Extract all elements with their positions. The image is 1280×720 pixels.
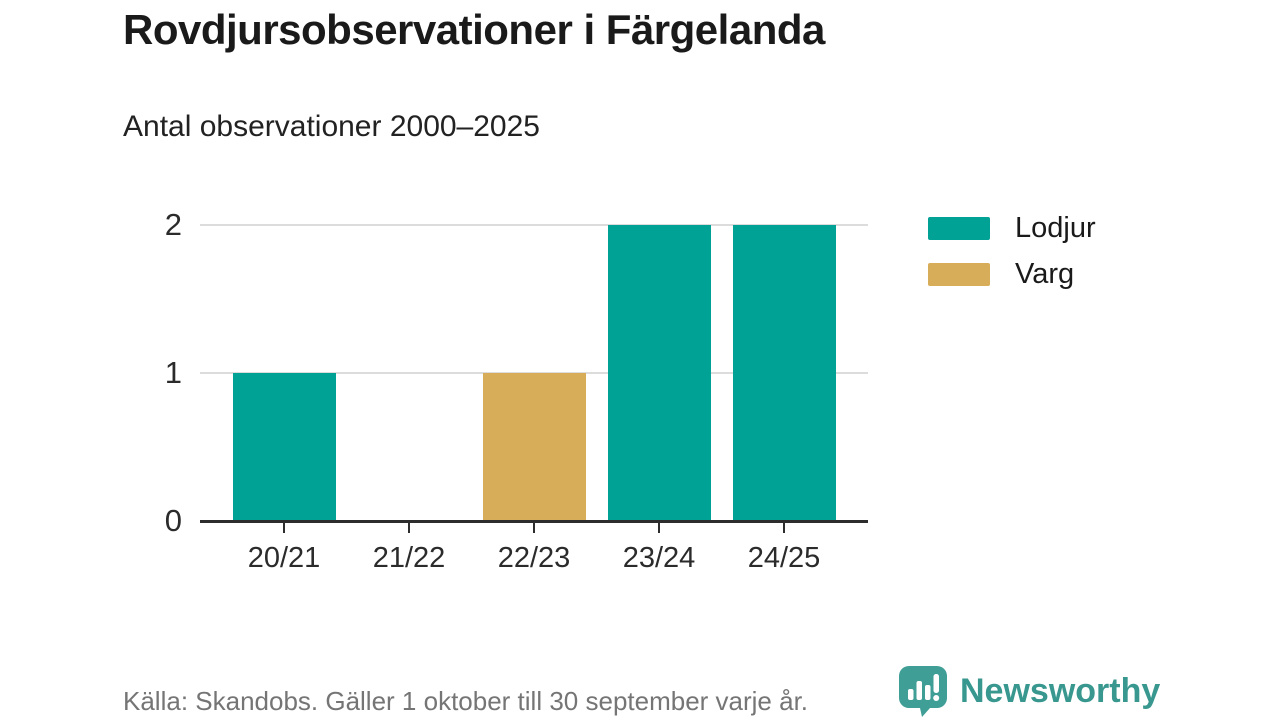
newsworthy-logo-icon: [899, 666, 947, 717]
x-axis-tick-22/23: [533, 523, 535, 533]
x-axis-label-20/21: 20/21: [247, 542, 321, 574]
chart-subtitle: Antal observationer 2000–2025: [123, 110, 540, 143]
gridline-y2: [200, 224, 868, 226]
y-axis-label-0: 0: [164, 503, 182, 538]
x-axis-label-21/22: 21/22: [372, 542, 446, 574]
x-axis-line: [200, 520, 868, 523]
x-axis-tick-21/22: [408, 523, 410, 533]
x-axis-tick-23/24: [658, 523, 660, 533]
chart-legend: Lodjur Varg: [928, 205, 1096, 297]
x-axis-label-22/23: 22/23: [497, 542, 571, 574]
chart-title: Rovdjursobservationer i Färgelanda: [123, 6, 825, 53]
legend-label-varg: Varg: [1015, 257, 1075, 290]
bar-24/25-lodjur: [732, 225, 836, 521]
brand-logo: Newsworthy: [896, 664, 1160, 718]
x-axis-tick-24/25: [783, 523, 785, 533]
legend-swatch-lodjur: [928, 216, 990, 240]
x-axis-label-23/24: 23/24: [622, 542, 696, 574]
legend-swatch-varg: [928, 262, 990, 286]
source-note: Källa: Skandobs. Gäller 1 oktober till 3…: [123, 686, 809, 716]
legend-item-varg: Varg: [928, 251, 1096, 297]
legend-label-lodjur: Lodjur: [1015, 211, 1096, 244]
y-axis-label-1: 1: [164, 355, 182, 390]
brand-name: Newsworthy: [960, 671, 1161, 710]
x-axis-label-24/25: 24/25: [747, 542, 821, 574]
x-axis-tick-20/21: [283, 523, 285, 533]
bar-23/24-lodjur: [607, 225, 711, 521]
bar-22/23-varg: [482, 373, 586, 521]
legend-item-lodjur: Lodjur: [928, 205, 1096, 251]
y-axis-label-2: 2: [164, 207, 182, 242]
bar-20/21-lodjur: [232, 373, 336, 521]
